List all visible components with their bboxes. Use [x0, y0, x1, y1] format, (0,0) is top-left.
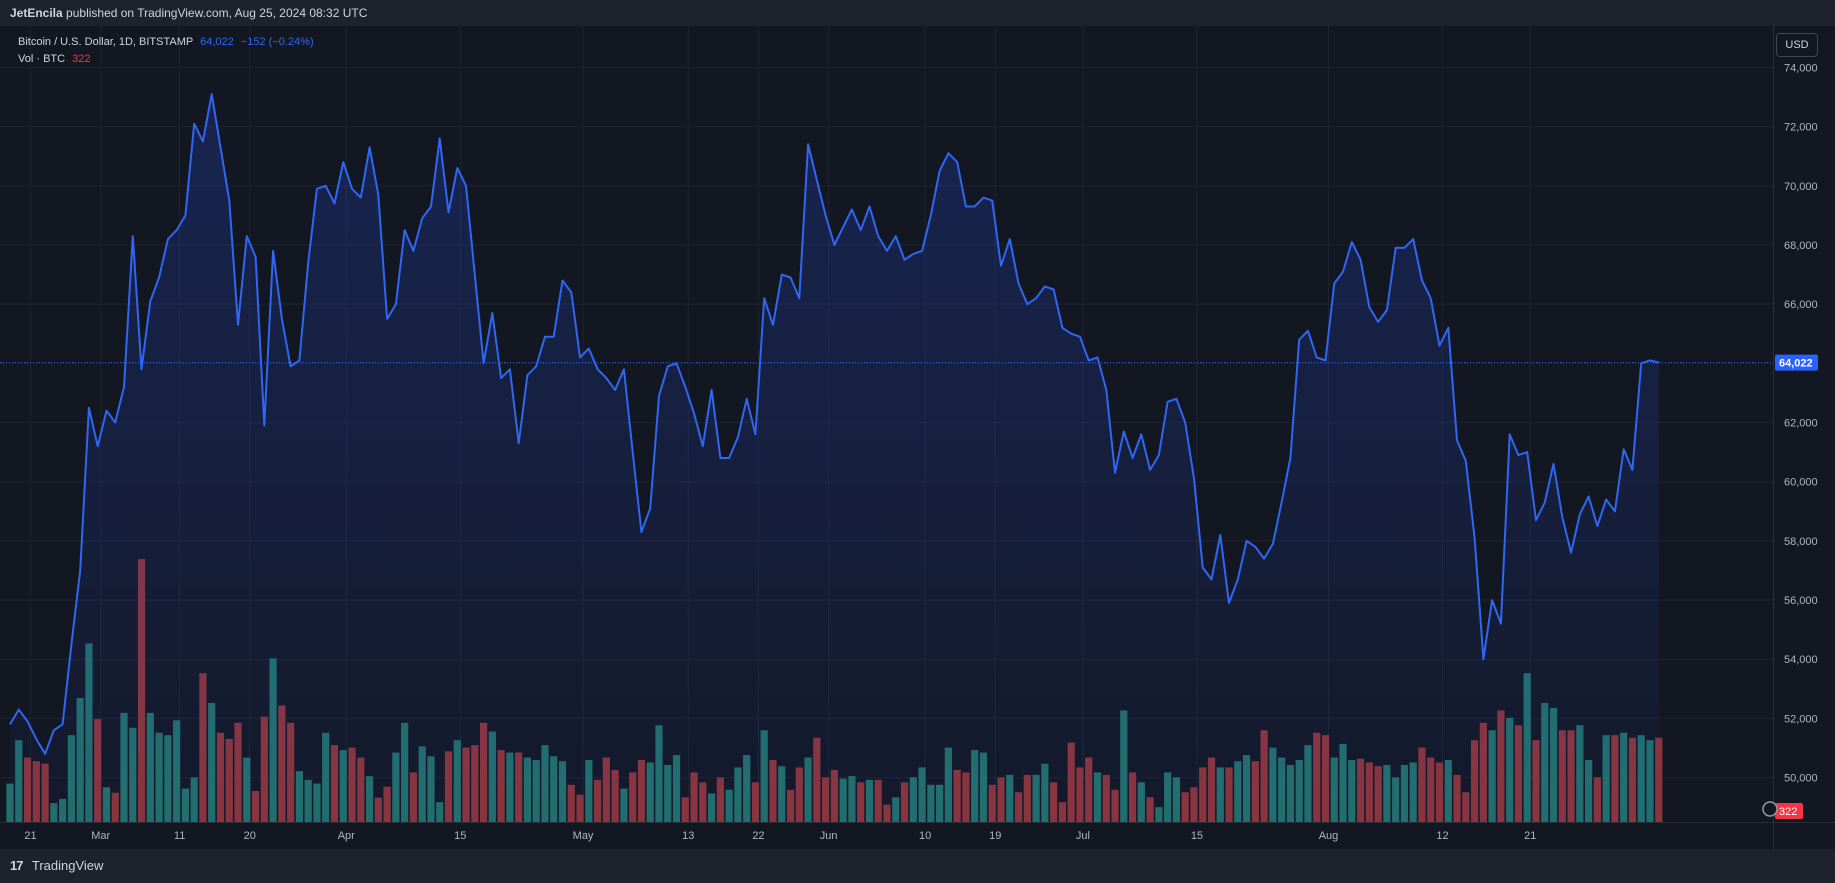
price-tick-label: 66,000 [1784, 299, 1818, 311]
price-tick-label: 72,000 [1784, 122, 1818, 134]
time-tick-label: Mar [91, 830, 110, 842]
time-tick-label: Apr [338, 830, 355, 842]
price-area-fill [10, 94, 1659, 823]
time-tick-label: 11 [174, 830, 185, 842]
price-tick-label: 62,000 [1784, 418, 1818, 430]
chart-legend: Bitcoin / U.S. Dollar, 1D, BITSTAMP 64,0… [18, 34, 314, 68]
time-tick-label: Jun [820, 830, 838, 842]
time-tick-label: 21 [24, 830, 36, 842]
last-volume-tag [1775, 803, 1803, 819]
time-tick-label: 15 [1191, 830, 1203, 842]
time-tick-label: Aug [1319, 830, 1339, 842]
currency-button[interactable]: USD [1776, 33, 1818, 57]
price-change: −152 (−0.24%) [240, 36, 314, 48]
price-tick-label: 50,000 [1784, 773, 1818, 785]
legend-volume-row[interactable]: Vol · BTC 322 [18, 51, 314, 68]
legend-symbol-row[interactable]: Bitcoin / U.S. Dollar, 1D, BITSTAMP 64,0… [18, 34, 314, 51]
symbol-name: Bitcoin / U.S. Dollar, 1D, BITSTAMP [18, 36, 194, 48]
price-tick-label: 74,000 [1784, 62, 1818, 74]
price-area [0, 93, 1773, 823]
volume-label: Vol · BTC [18, 53, 66, 65]
price-tick-label: 58,000 [1784, 536, 1818, 548]
last-price: 64,022 [200, 36, 234, 48]
tradingview-logo-icon[interactable]: 17 [10, 858, 24, 873]
time-tick-label: May [573, 830, 594, 842]
time-tick-label: 19 [989, 830, 1001, 842]
price-chart[interactable]: 50,000 52,000 54,000 56,000 58,000 60,000 62,0… [0, 26, 1835, 849]
price-tick-label: 70,000 [1784, 181, 1818, 193]
last-price-tag-label: 64,022 [1779, 358, 1813, 370]
published-text: published on TradingView.com, Aug 25, 20… [66, 6, 368, 20]
volume-value: 322 [72, 53, 91, 65]
price-line [9, 93, 1660, 755]
price-axis[interactable]: 50,000 52,000 54,000 56,000 58,000 60,000 62,0… [0, 26, 1835, 849]
time-tick-label: 22 [752, 830, 764, 842]
chart-area[interactable]: 50,000 52,000 54,000 56,000 58,000 60,000 62,0… [0, 26, 1835, 849]
price-tick-label: 56,000 [1784, 595, 1818, 607]
publish-header: JetEncila published on TradingView.com, … [0, 0, 1835, 26]
time-tick-label: 10 [919, 830, 931, 842]
last-price-tag [1775, 354, 1818, 371]
time-tick-label: 20 [244, 830, 256, 842]
price-tick-label: 60,000 [1784, 477, 1818, 489]
author-name[interactable]: JetEncila [10, 6, 63, 20]
price-tick-label: 68,000 [1784, 240, 1818, 252]
time-tick-label: 21 [1524, 830, 1536, 842]
time-tick-label: 13 [682, 830, 694, 842]
price-tick-label: 52,000 [1784, 713, 1818, 725]
scroll-to-latest-icon [1762, 801, 1778, 817]
last-volume-tag-label: 322 [1779, 806, 1797, 818]
time-axis[interactable]: 21 Mar 11 20 Apr 15 May 13 22 Jun 10 19 Jul 15 Aug 12 21 [24, 830, 1536, 842]
price-tick-label: 54,000 [1784, 654, 1818, 666]
tradingview-brand[interactable]: TradingView [31, 858, 104, 873]
time-tick-label: 12 [1436, 830, 1448, 842]
footer-bar: 17 TradingView [0, 849, 1835, 883]
time-tick-label: Jul [1076, 830, 1090, 842]
time-tick-label: 15 [454, 830, 466, 842]
